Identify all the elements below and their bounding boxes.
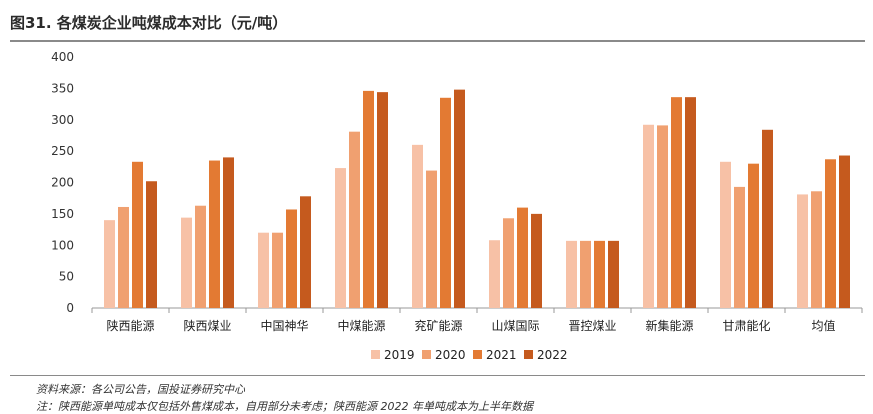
x-tick-label: 甘肃能化	[722, 319, 770, 333]
bar-2021	[594, 240, 605, 308]
bar-2020	[811, 191, 822, 308]
legend-swatch-2019	[371, 350, 380, 359]
title-divider	[10, 40, 865, 42]
x-tick-label: 兖矿能源	[414, 318, 462, 333]
y-tick-label: 100	[51, 238, 74, 252]
bar-2021	[825, 159, 836, 308]
y-tick-label: 300	[51, 113, 74, 127]
legend-swatch-2021	[473, 350, 482, 359]
x-tick-label: 山煤国际	[491, 319, 539, 333]
y-tick-label: 200	[51, 176, 74, 190]
bar-2021	[209, 160, 220, 308]
bar-2022	[146, 181, 157, 308]
bar-2020	[580, 240, 591, 308]
bar-2021	[748, 163, 759, 308]
bar-2020	[272, 232, 283, 308]
bar-2020	[734, 186, 745, 308]
bar-2019	[720, 161, 731, 308]
x-tick-label: 晋控煤业	[568, 319, 616, 333]
y-tick-label: 0	[66, 301, 74, 315]
bar-2020	[657, 125, 668, 309]
footnote: 注：陕西能源单吨成本仅包括外售煤成本，自用部分未考虑；陕西能源 2022 年单吨…	[36, 400, 533, 413]
bar-2019	[104, 220, 115, 308]
bar-2019	[643, 124, 654, 309]
bar-2021	[440, 97, 451, 308]
x-tick-label: 陕西能源	[106, 318, 154, 333]
bar-2021	[671, 97, 682, 308]
footer-divider	[10, 375, 865, 376]
x-tick-label: 均值	[811, 318, 835, 333]
bar-2019	[258, 232, 269, 308]
x-tick-label: 中国神华	[260, 318, 308, 333]
bar-2021	[286, 209, 297, 308]
legend-label: 2019	[384, 348, 415, 362]
bar-2021	[517, 207, 528, 308]
y-tick-label: 50	[59, 270, 74, 284]
legend-label: 2022	[537, 348, 568, 362]
y-tick-label: 250	[51, 144, 74, 158]
bar-2019	[412, 144, 423, 308]
y-tick-label: 350	[51, 81, 74, 95]
bar-2021	[363, 90, 374, 308]
chart-title: 图31. 各煤炭企业吨煤成本对比（元/吨）	[10, 14, 288, 32]
bar-2019	[335, 168, 346, 308]
y-tick-label: 400	[51, 50, 74, 64]
bar-2020	[426, 170, 437, 308]
legend-swatch-2020	[422, 350, 431, 359]
y-tick-label: 150	[51, 207, 74, 221]
legend-label: 2020	[435, 348, 466, 362]
x-tick-label: 陕西煤业	[183, 318, 231, 333]
bar-2019	[566, 240, 577, 308]
source-note: 资料来源：各公司公告，国投证券研究中心	[36, 383, 245, 396]
bar-2019	[181, 217, 192, 308]
bar-2022	[608, 240, 619, 308]
bar-2022	[223, 157, 234, 308]
bar-2020	[349, 131, 360, 308]
x-tick-label: 新集能源	[645, 318, 693, 333]
bar-2020	[503, 218, 514, 308]
bar-2019	[797, 194, 808, 308]
bar-chart: 0 50 100 150 200 250 300 350 400 陕西能源 陕西煤业 中国神华 中煤能源…	[51, 50, 863, 362]
bar-2019	[489, 240, 500, 308]
bar-2022	[762, 129, 773, 308]
bar-2022	[685, 97, 696, 308]
bar-2022	[454, 89, 465, 308]
bar-2022	[300, 196, 311, 308]
bar-2022	[531, 213, 542, 308]
bar-2020	[118, 206, 129, 308]
x-tick-label: 中煤能源	[337, 318, 385, 333]
legend-label: 2021	[486, 348, 517, 362]
bar-2022	[839, 155, 850, 308]
bar-2021	[132, 161, 143, 308]
bar-2020	[195, 205, 206, 308]
bar-2022	[377, 92, 388, 308]
legend-swatch-2022	[524, 350, 533, 359]
